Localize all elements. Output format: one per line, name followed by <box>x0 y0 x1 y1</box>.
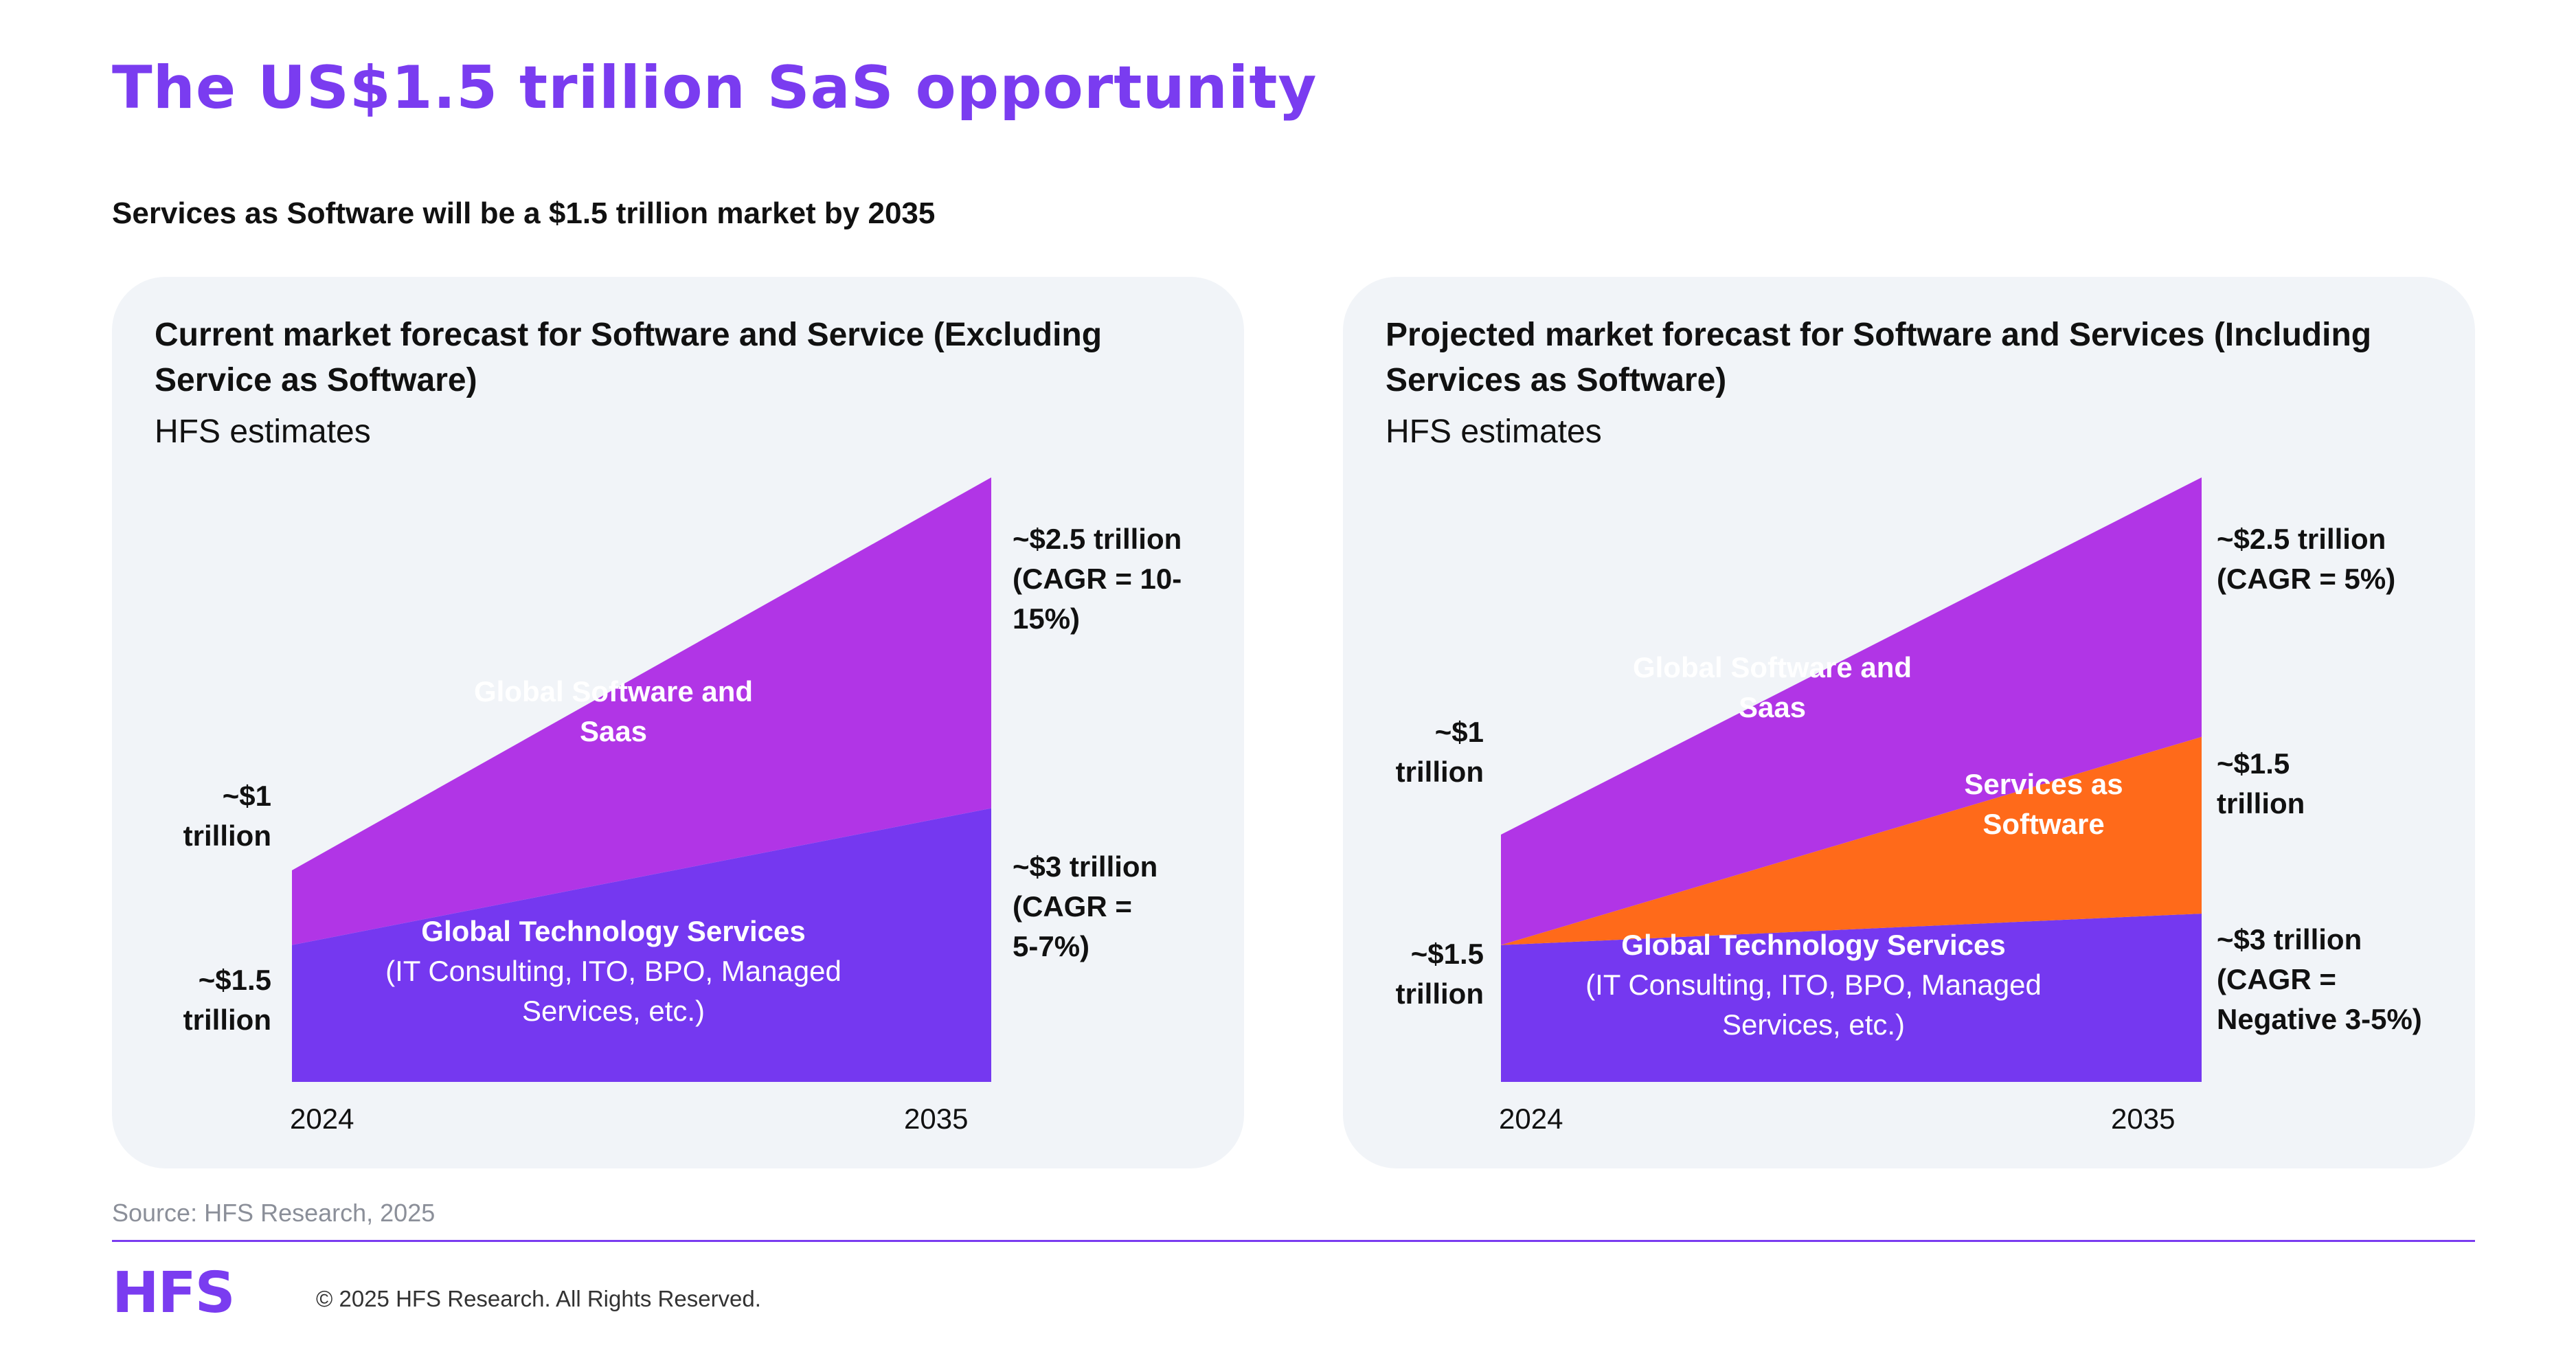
area-global-technology-services <box>292 808 991 1082</box>
area-label-global-software: Global Software and Saas <box>1632 651 1912 723</box>
chart-panel-current: Current market forecast for Software and… <box>112 277 1244 1168</box>
area-label-global-technology-services: Global Technology Services (IT Consultin… <box>1585 929 2042 1041</box>
chart-title: Current market forecast for Software and… <box>155 317 1103 398</box>
chart-title: Projected market forecast for Software a… <box>1386 317 2372 398</box>
start-label-software: ~$1 trillion <box>1395 716 1484 788</box>
area-chart-current <box>292 477 991 1082</box>
hfs-logo: HFS <box>112 1261 236 1326</box>
divider <box>112 1240 2475 1242</box>
area-global-software <box>292 477 991 945</box>
area-label-global-software: Global Software and Saas <box>473 675 754 747</box>
end-label-software: ~$2.5 trillion (CAGR = 10- 15%) <box>1013 523 1182 635</box>
area-services-as-software <box>1501 736 2202 945</box>
start-label-tech-services: ~$1.5 trillion <box>183 964 271 1036</box>
x-tick-2024: 2024 <box>1499 1103 1563 1135</box>
chart-subtitle: HFS estimates <box>1386 414 1602 450</box>
area-chart-projected <box>1501 477 2202 1082</box>
chart-subtitle: HFS estimates <box>155 414 371 450</box>
end-label-software: ~$2.5 trillion (CAGR = 5%) <box>2217 523 2396 595</box>
copyright-text: © 2025 HFS Research. All Rights Reserved… <box>316 1286 761 1311</box>
start-label-tech-services: ~$1.5 trillion <box>1395 938 1484 1010</box>
area-global-technology-services <box>1501 913 2202 1082</box>
x-tick-2035: 2035 <box>904 1103 969 1135</box>
page-subtitle: Services as Software will be a $1.5 tril… <box>112 196 936 230</box>
x-tick-2024: 2024 <box>290 1103 354 1135</box>
end-label-services-as-software: ~$1.5 trillion <box>2217 747 2305 820</box>
x-tick-2035: 2035 <box>2111 1103 2176 1135</box>
chart-panel-projected: Projected market forecast for Software a… <box>1343 277 2475 1168</box>
source-note: Source: HFS Research, 2025 <box>112 1199 436 1227</box>
area-label-services-as-software: Services as Software <box>1964 768 2123 840</box>
page-title: The US$1.5 trillion SaS opportunity <box>112 54 1318 122</box>
end-label-tech-services: ~$3 trillion (CAGR = 5-7%) <box>1013 850 1158 962</box>
start-label-software: ~$1 trillion <box>183 780 271 852</box>
end-label-tech-services: ~$3 trillion (CAGR = Negative 3-5%) <box>2217 923 2422 1035</box>
area-label-global-technology-services: Global Technology Services (IT Consultin… <box>385 915 841 1027</box>
area-global-software <box>1501 477 2202 945</box>
